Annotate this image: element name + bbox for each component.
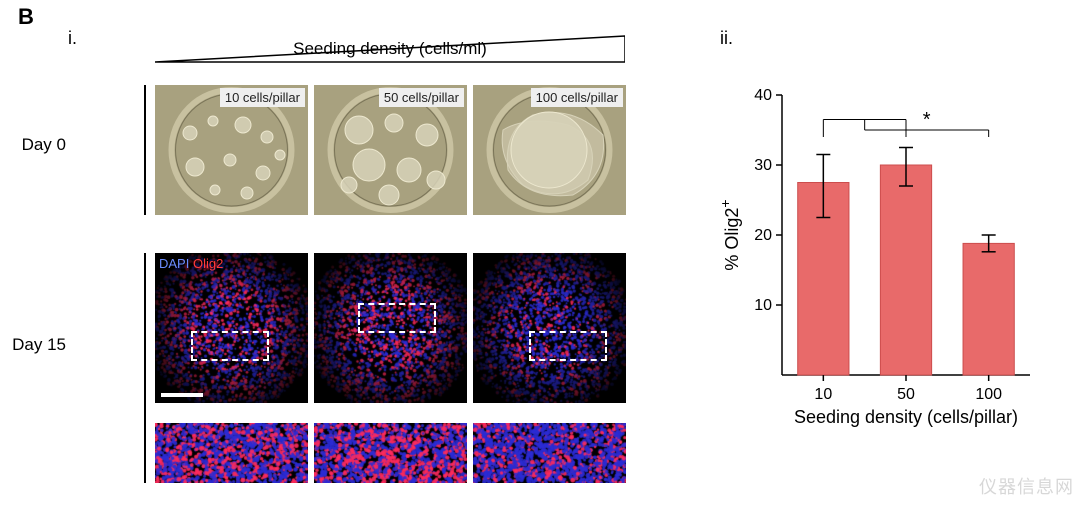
dish-100: 100 cells/pillar: [473, 85, 626, 215]
pill-label-100: 100 cells/pillar: [531, 88, 623, 107]
figure-B-wrap: B i. ii. Seeding density (cells/ml) Day …: [0, 0, 1080, 505]
dish-row: 10 cells/pillar 50 cells/pillar 100 cell…: [155, 85, 626, 215]
row-label-day15: Day 15: [4, 335, 66, 355]
svg-text:10: 10: [754, 297, 772, 314]
dish-50: 50 cells/pillar: [314, 85, 467, 215]
subpanel-i-label: i.: [68, 28, 77, 49]
stain-legend: DAPI Olig2: [159, 256, 223, 271]
svg-text:*: *: [923, 109, 931, 131]
svg-text:100: 100: [975, 386, 1002, 403]
zoom-10: [155, 423, 308, 483]
panel-label: B: [18, 4, 34, 30]
zoom-50: [314, 423, 467, 483]
svg-text:% Olig2+: % Olig2+: [720, 199, 742, 270]
immuno-10: DAPI Olig2: [155, 253, 308, 403]
bar-chart-svg: 10 20 30 40 % Olig2+ 10 50 100 Seeding density (…: [720, 65, 1050, 435]
seeding-gradient-triangle: [155, 35, 625, 63]
row-rule-day15: [144, 253, 146, 483]
svg-text:40: 40: [754, 87, 772, 104]
svg-text:Seeding density (cells/pillar): Seeding density (cells/pillar): [794, 407, 1018, 427]
svg-text:30: 30: [754, 157, 772, 174]
subpanel-ii-label: ii.: [720, 28, 733, 49]
immuno-row: DAPI Olig2: [155, 253, 626, 403]
svg-text:20: 20: [754, 227, 772, 244]
dish-10: 10 cells/pillar: [155, 85, 308, 215]
olig2-label: Olig2: [193, 256, 223, 271]
panel-ii-chart: 10 20 30 40 % Olig2+ 10 50 100 Seeding density (…: [720, 65, 1050, 435]
pill-label-50: 50 cells/pillar: [379, 88, 464, 107]
zoom-row: [155, 423, 626, 483]
watermark: 仪器信息网: [979, 473, 1074, 499]
dapi-label: DAPI: [159, 256, 189, 271]
zoom-100: [473, 423, 626, 483]
svg-text:10: 10: [814, 386, 832, 403]
scalebar: [161, 393, 203, 397]
pill-label-10: 10 cells/pillar: [220, 88, 305, 107]
svg-text:50: 50: [897, 386, 915, 403]
row-rule-day0: [144, 85, 146, 215]
row-label-day0: Day 0: [4, 135, 66, 155]
immuno-50: [314, 253, 467, 403]
immuno-100: [473, 253, 626, 403]
